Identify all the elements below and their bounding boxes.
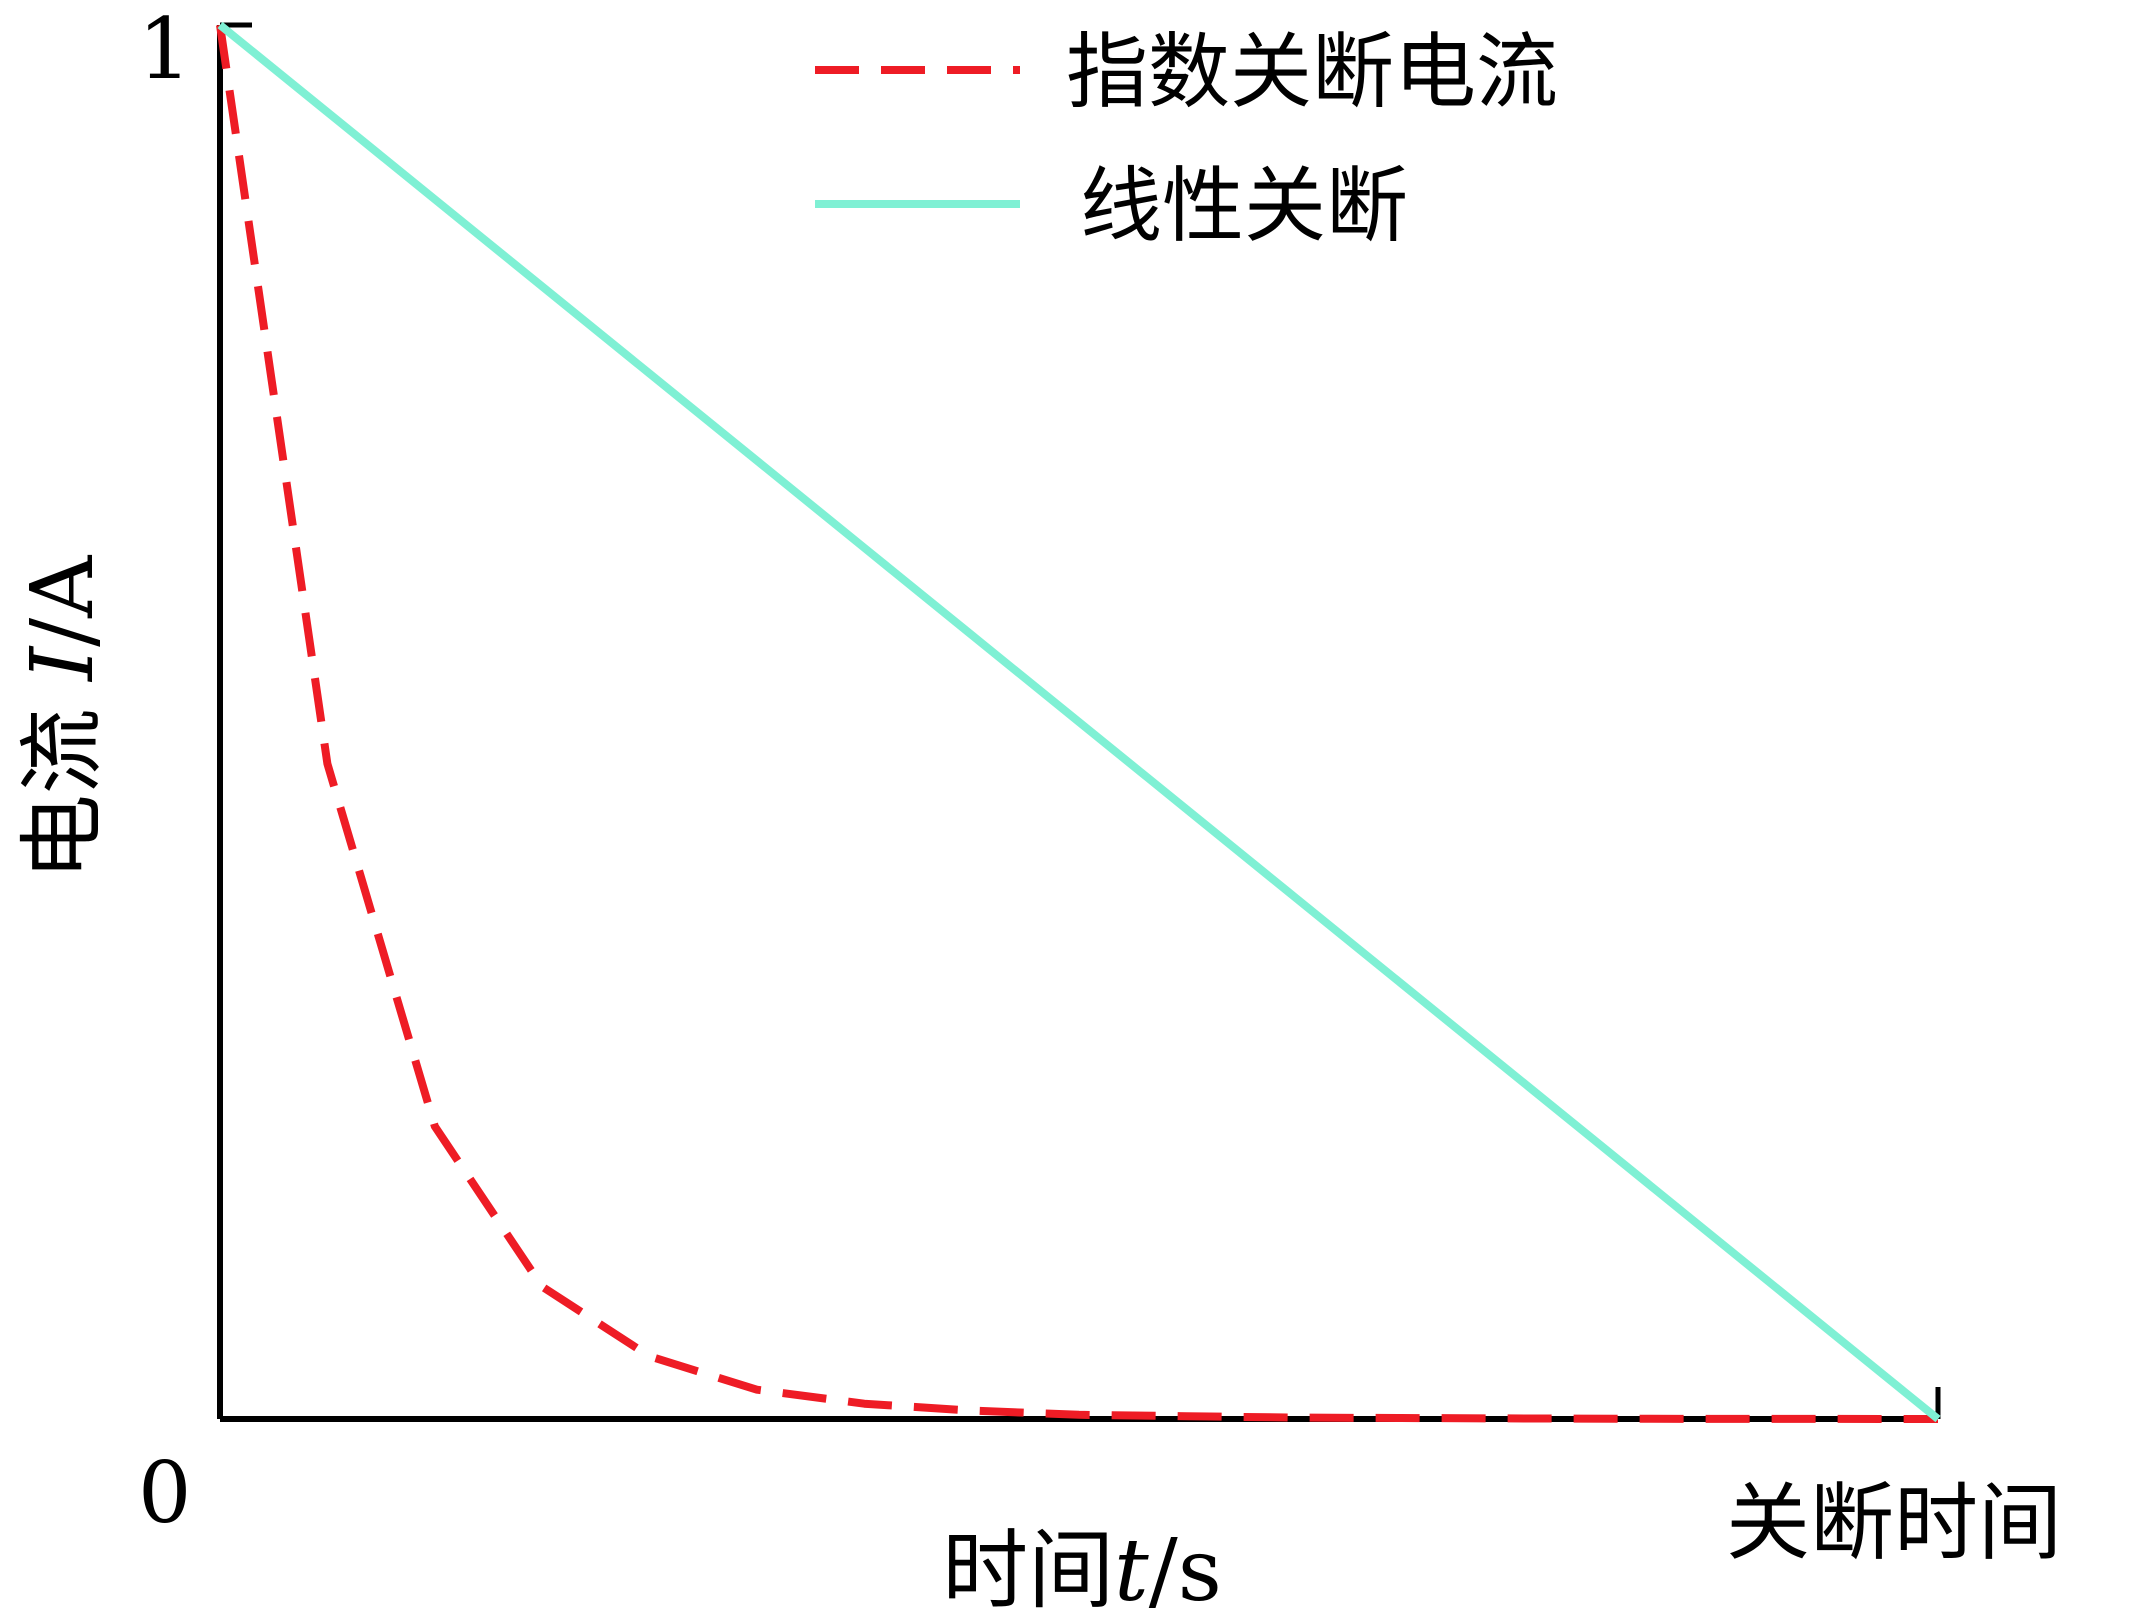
x-axis-title-unit: /s: [1149, 1521, 1222, 1613]
legend: 指数关断电流 线性关断: [815, 25, 1558, 254]
y-axis-title: 电流 I/A: [13, 555, 113, 880]
x-tick-label-end: 关断时间: [1726, 1474, 2062, 1572]
y-axis-title-var: I: [13, 645, 113, 683]
series-line-linear: [217, 21, 1941, 1423]
x-axis-title: 时间t/s: [942, 1521, 1222, 1613]
legend-label-linear: 线性关断: [1080, 159, 1408, 254]
x-tick-label-start: 0: [138, 1444, 191, 1542]
x-axis-title-prefix: 时间: [942, 1521, 1114, 1613]
y-axis-title-unit: /A: [13, 555, 113, 647]
series-layer: [216, 21, 1941, 1423]
y-tick-label-top: 1: [138, 0, 191, 98]
x-axis-title-var: t: [1114, 1521, 1149, 1613]
legend-label-exponential: 指数关断电流: [1066, 25, 1558, 120]
y-axis-title-prefix: 电流: [13, 681, 113, 880]
series-line-exponential: [216, 24, 1939, 1423]
